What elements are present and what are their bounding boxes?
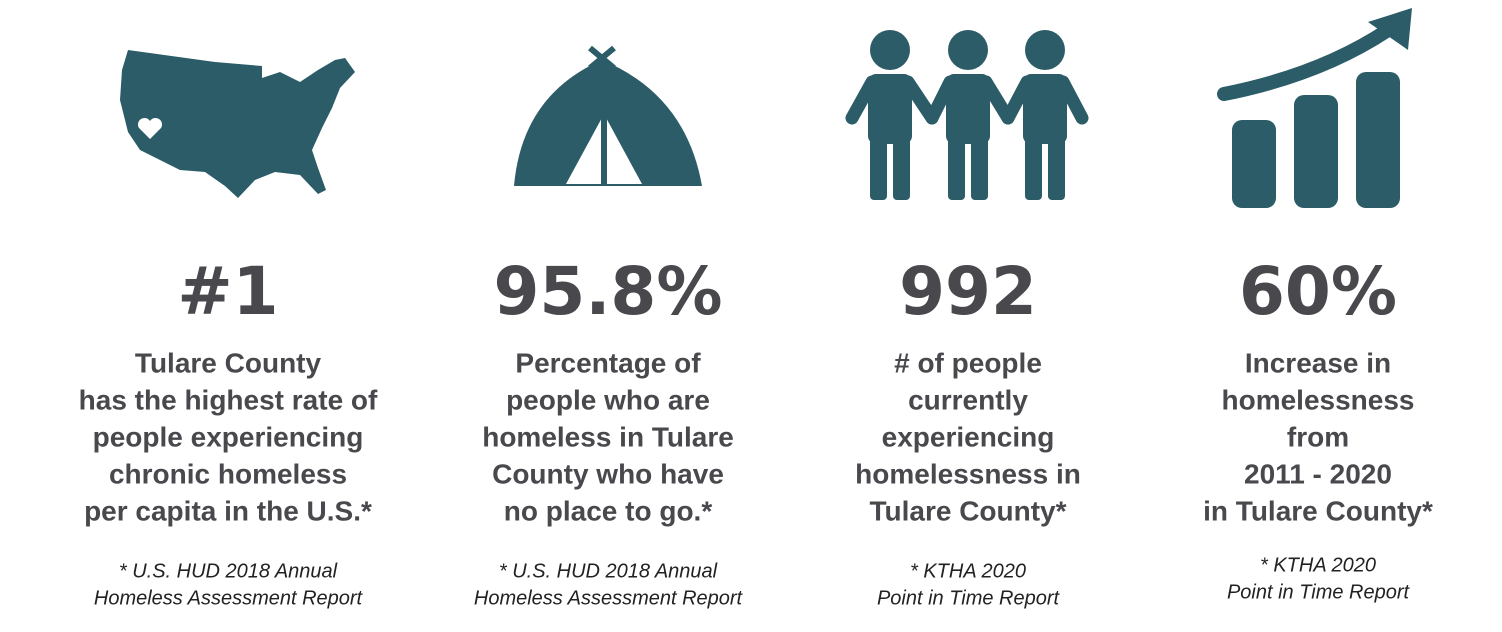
stat-description: homelessness in <box>855 458 1081 489</box>
stat-description: # of people <box>894 347 1042 378</box>
us-map-icon <box>120 50 355 198</box>
stat-value: 60% <box>1239 253 1397 330</box>
stat-description: Tulare County <box>135 347 322 378</box>
stat-description: no place to go.* <box>504 495 713 526</box>
stat-description: from <box>1287 421 1349 452</box>
stat-description: per capita in the U.S.* <box>84 495 372 526</box>
stat-source: * U.S. HUD 2018 Annual <box>119 560 338 582</box>
stat-description: Percentage of <box>515 347 701 378</box>
tent-icon <box>514 45 702 186</box>
stat-description: experiencing <box>882 421 1055 452</box>
stat-source: * KTHA 2020 <box>1260 554 1376 576</box>
stat-description: people who are <box>506 384 710 415</box>
stat-value: 95.8% <box>494 253 723 330</box>
stat-description: has the highest rate of <box>79 384 378 415</box>
stat-source: Homeless Assessment Report <box>94 587 364 609</box>
stat-description: chronic homeless <box>109 458 347 489</box>
stat-description: 2011 - 2020 <box>1244 458 1392 489</box>
stat-description: homeless in Tulare <box>482 421 734 452</box>
stat-description: currently <box>908 384 1028 415</box>
stat-source: * U.S. HUD 2018 Annual <box>499 560 718 582</box>
stat-description: in Tulare County* <box>1203 495 1433 526</box>
stat-description: Tulare County* <box>869 495 1066 526</box>
stat-source: Point in Time Report <box>1227 581 1411 603</box>
stat-source: Homeless Assessment Report <box>474 587 744 609</box>
stat-value: 992 <box>899 253 1037 330</box>
stat-description: Increase in <box>1245 347 1391 378</box>
stat-description: homelessness <box>1222 384 1415 415</box>
stat-value: #1 <box>177 253 278 330</box>
growth-icon <box>1217 8 1412 208</box>
stat-source: Point in Time Report <box>877 587 1061 609</box>
stat-description: County who have <box>492 458 724 489</box>
people-icon <box>845 30 1089 200</box>
stat-source: * KTHA 2020 <box>910 560 1026 582</box>
stat-description: people experiencing <box>93 421 364 452</box>
